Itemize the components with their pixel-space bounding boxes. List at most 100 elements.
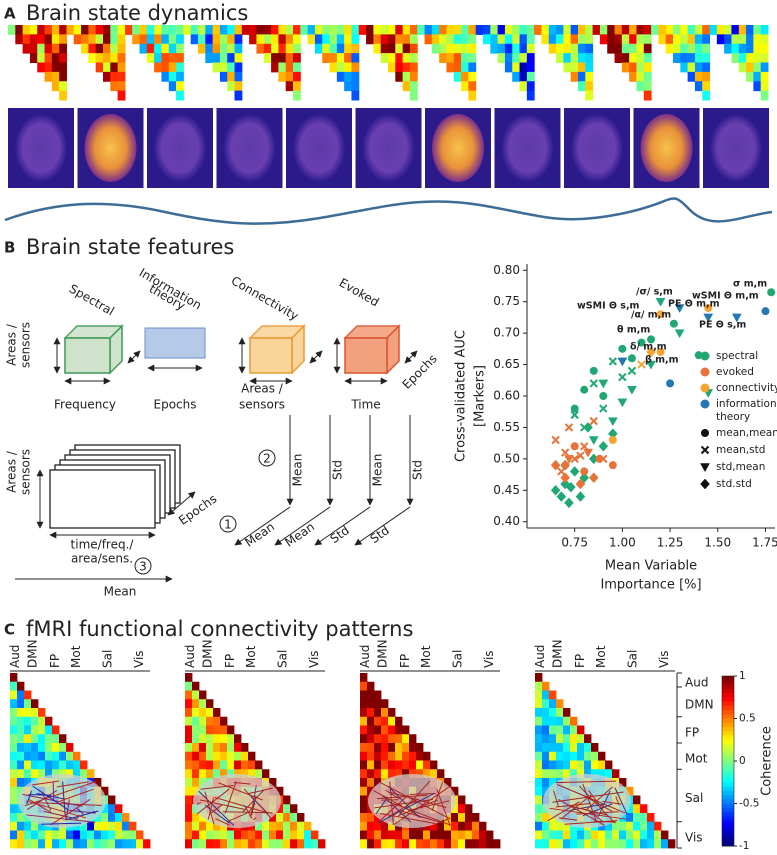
matrix-cell xyxy=(199,725,207,735)
heatmap-cell xyxy=(578,34,586,45)
matrix-cell xyxy=(465,821,473,831)
matrix-cell xyxy=(94,778,102,788)
matrix-cell xyxy=(318,839,326,849)
brain-shape xyxy=(15,114,67,182)
arrow xyxy=(404,350,418,364)
matrix-cell xyxy=(451,804,459,814)
y-tick-label: 0.80 xyxy=(493,263,520,277)
heatmap-cell xyxy=(753,62,762,73)
matrix-cell xyxy=(45,743,53,753)
matrix-cell xyxy=(542,708,550,718)
heatmap-cell xyxy=(146,53,155,63)
matrix-cell xyxy=(388,734,396,744)
heatmap-cell xyxy=(585,43,594,54)
heatmap-cell xyxy=(461,34,469,45)
matrix-cell xyxy=(374,830,382,840)
heatmap-cell xyxy=(504,62,513,73)
colorbar-swatch xyxy=(722,782,734,787)
network-label: DMN xyxy=(376,639,390,668)
matrix-cell xyxy=(381,699,389,709)
heatmap-cell xyxy=(519,53,528,63)
heatmap-cell xyxy=(702,53,711,63)
heatmap-cell xyxy=(431,25,440,35)
heatmap-cell xyxy=(219,53,228,63)
matrix-cell xyxy=(234,839,242,849)
matrix-cell xyxy=(542,786,550,796)
matrix-cell xyxy=(556,751,564,761)
matrix-cell xyxy=(388,716,396,726)
panel-title: Brain state dynamics xyxy=(26,1,248,25)
heatmap-cell xyxy=(44,43,53,54)
matrix-cell xyxy=(549,725,557,735)
heatmap-cell xyxy=(526,81,535,92)
heatmap-cell xyxy=(519,34,528,45)
heatmap-cell xyxy=(154,53,162,63)
heatmap-cell xyxy=(329,53,338,63)
heatmap-cell xyxy=(570,53,579,63)
heatmap-cell xyxy=(219,62,228,73)
matrix-cell xyxy=(535,673,543,683)
matrix-cell xyxy=(577,743,585,753)
x-tick-label: 1.00 xyxy=(609,536,636,550)
heatmap-cell xyxy=(329,25,338,35)
heatmap-cell xyxy=(439,34,447,45)
matrix-cell xyxy=(87,821,95,831)
axis-text: time/freq./ xyxy=(71,538,135,552)
matrix-cell xyxy=(465,813,473,823)
aggregation-label: Mean xyxy=(242,519,277,549)
colorbar-swatch xyxy=(722,765,734,770)
point xyxy=(564,455,574,464)
matrix-cell xyxy=(269,839,277,849)
matrix-cell xyxy=(185,716,193,726)
cube-front xyxy=(344,337,388,374)
matrix-cell xyxy=(45,839,53,849)
matrix-cell xyxy=(388,769,396,779)
matrix-cell xyxy=(584,743,592,753)
matrix-cell xyxy=(647,830,655,840)
matrix-cell xyxy=(255,769,263,779)
matrix-cell xyxy=(577,734,585,744)
matrix-cell xyxy=(367,690,375,700)
heatmap-cell xyxy=(680,43,689,54)
matrix-cell xyxy=(535,708,543,718)
network-label: Mot xyxy=(685,752,708,766)
colorbar-tick-label: 0.5 xyxy=(739,713,756,725)
matrix-cell xyxy=(206,839,214,849)
heatmap-cell xyxy=(673,25,681,35)
heatmap-cell xyxy=(665,25,674,35)
matrix-cell xyxy=(24,690,32,700)
heatmap-cell xyxy=(351,71,360,82)
brain-shape xyxy=(501,114,554,182)
matrix-cell xyxy=(31,708,39,718)
matrix-cell xyxy=(234,830,242,840)
network-edge xyxy=(547,801,580,822)
matrix-cell xyxy=(535,690,543,700)
matrix-cell xyxy=(388,760,396,770)
heatmap-cell xyxy=(409,25,418,35)
heatmap-cell xyxy=(110,71,119,82)
brain-shape xyxy=(154,114,206,182)
heatmap-cell xyxy=(307,25,316,35)
matrix-cell xyxy=(220,760,228,770)
matrix-cell xyxy=(535,681,543,691)
matrix-cell xyxy=(640,830,648,840)
matrix-cell xyxy=(192,839,200,849)
heatmap-cell xyxy=(453,25,462,35)
heatmap-cell xyxy=(512,71,521,82)
matrix-cell xyxy=(360,699,368,709)
heatmap-cell xyxy=(592,25,601,35)
network-edge xyxy=(248,787,273,795)
heatmap-cell xyxy=(636,62,645,73)
heatmap-cell xyxy=(461,43,469,54)
network-label: DMN xyxy=(26,639,40,668)
heatmap-cell xyxy=(439,25,447,35)
heatmap-cell xyxy=(380,53,389,63)
heatmap-cell xyxy=(694,25,703,35)
matrix-cell xyxy=(192,743,200,753)
matrix-cell xyxy=(563,734,571,744)
point xyxy=(556,491,567,502)
heatmap-cell xyxy=(585,90,594,101)
matrix-cell xyxy=(129,830,137,840)
matrix-cell xyxy=(409,743,417,753)
matrix-cell xyxy=(479,839,487,849)
